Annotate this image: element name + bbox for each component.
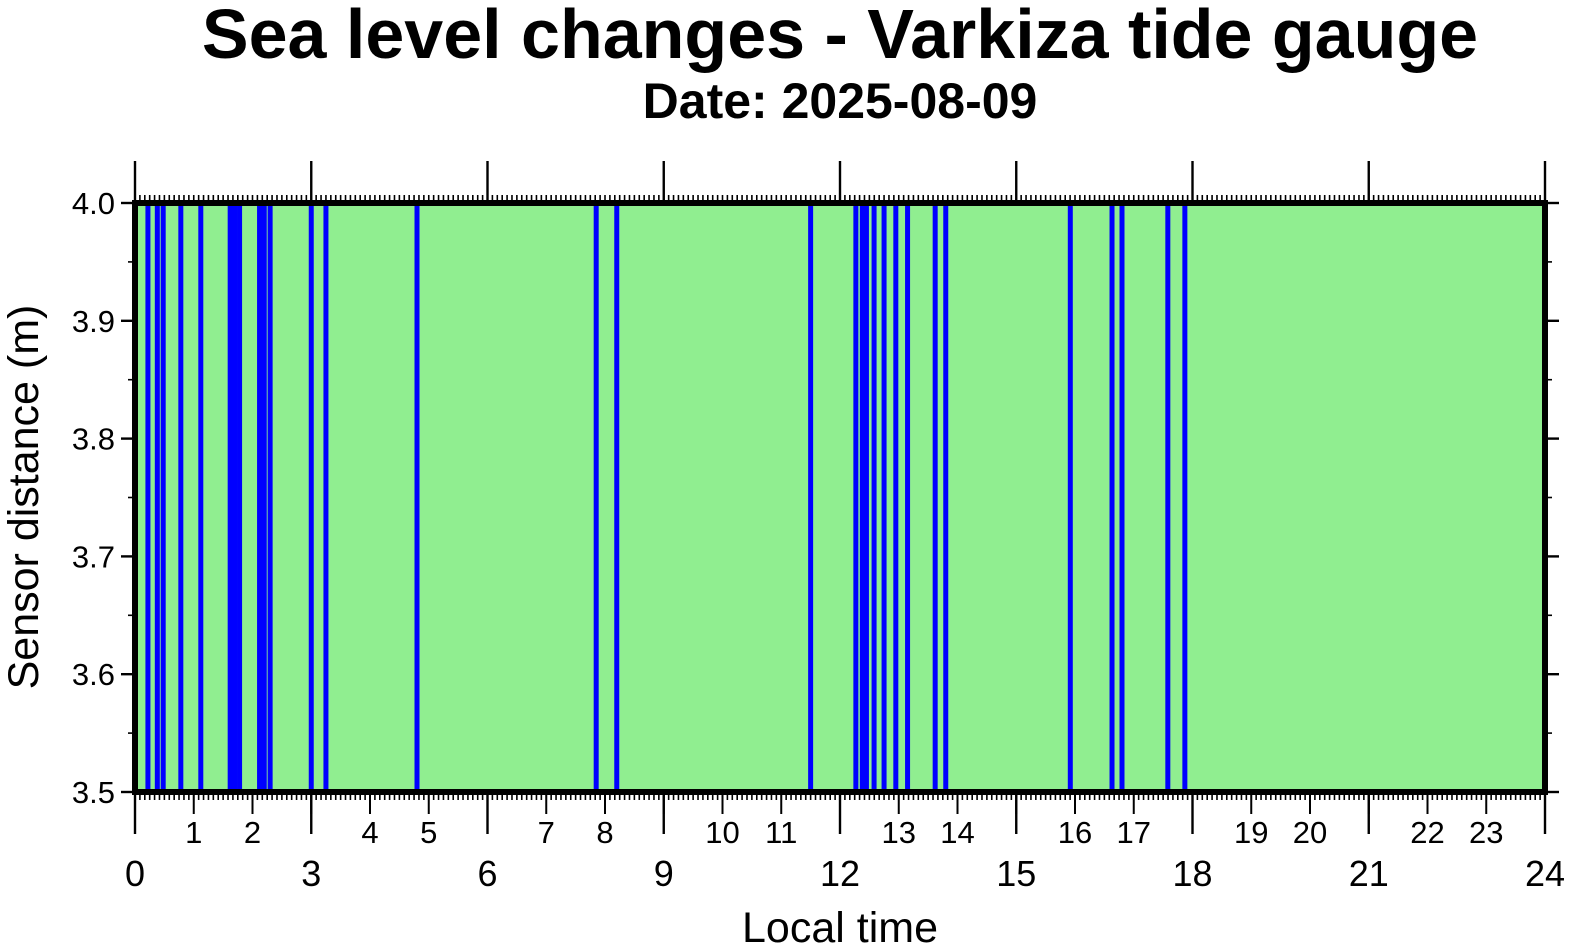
x-minor-tick-label: 8 — [596, 815, 613, 850]
x-minor-tick-label: 16 — [1058, 815, 1092, 850]
x-major-tick-label: 6 — [477, 853, 497, 894]
y-axis-title: Sensor distance (m) — [0, 305, 48, 690]
x-minor-tick-label: 23 — [1469, 815, 1503, 850]
x-major-tick-label: 3 — [301, 853, 321, 894]
x-minor-tick-label: 20 — [1293, 815, 1327, 850]
x-major-tick-label: 24 — [1525, 853, 1565, 894]
x-minor-tick-label: 2 — [244, 815, 261, 850]
x-minor-tick-label: 1 — [185, 815, 202, 850]
x-minor-tick-label: 11 — [765, 815, 797, 850]
x-minor-tick-label: 22 — [1410, 815, 1444, 850]
x-major-tick-label: 9 — [654, 853, 674, 894]
x-major-tick-label: 12 — [820, 853, 860, 894]
x-major-tick-label: 21 — [1349, 853, 1389, 894]
y-tick-label: 3.8 — [72, 422, 115, 457]
x-tick-labels: 0 3 6 9 12 15 18 21 241 2 4 5 7 8 10 11 13 14 16 17 19 20 22 23 — [125, 815, 1565, 894]
x-minor-tick-label: 17 — [1117, 815, 1151, 850]
x-minor-tick-label: 13 — [882, 815, 916, 850]
spike-series — [145, 203, 1188, 792]
x-minor-tick-label: 4 — [361, 815, 378, 850]
plot-area-background — [135, 203, 1545, 792]
y-tick-label: 4.0 — [72, 186, 115, 221]
chart-title: Sea level changes - Varkiza tide gauge — [202, 0, 1478, 73]
y-tick-label: 3.7 — [72, 539, 115, 574]
x-minor-tick-label: 5 — [420, 815, 437, 850]
x-minor-tick-label: 14 — [940, 815, 974, 850]
y-tick-labels: 3.5 3.6 3.7 3.8 3.9 4.0 — [72, 186, 115, 810]
x-major-tick-label: 0 — [125, 853, 145, 894]
x-minor-tick-label: 19 — [1234, 815, 1268, 850]
x-minor-tick-label: 10 — [705, 815, 739, 850]
x-minor-tick-label: 7 — [538, 815, 555, 850]
x-major-tick-label: 15 — [996, 853, 1036, 894]
y-tick-label: 3.5 — [72, 775, 115, 810]
chart-subtitle: Date: 2025-08-09 — [643, 73, 1038, 129]
plot-frame — [132, 200, 1548, 795]
x-major-tick-label: 18 — [1172, 853, 1212, 894]
y-tick-label: 3.6 — [72, 657, 115, 692]
x-axis-title: Local time — [742, 904, 938, 950]
y-tick-label: 3.9 — [72, 304, 115, 339]
